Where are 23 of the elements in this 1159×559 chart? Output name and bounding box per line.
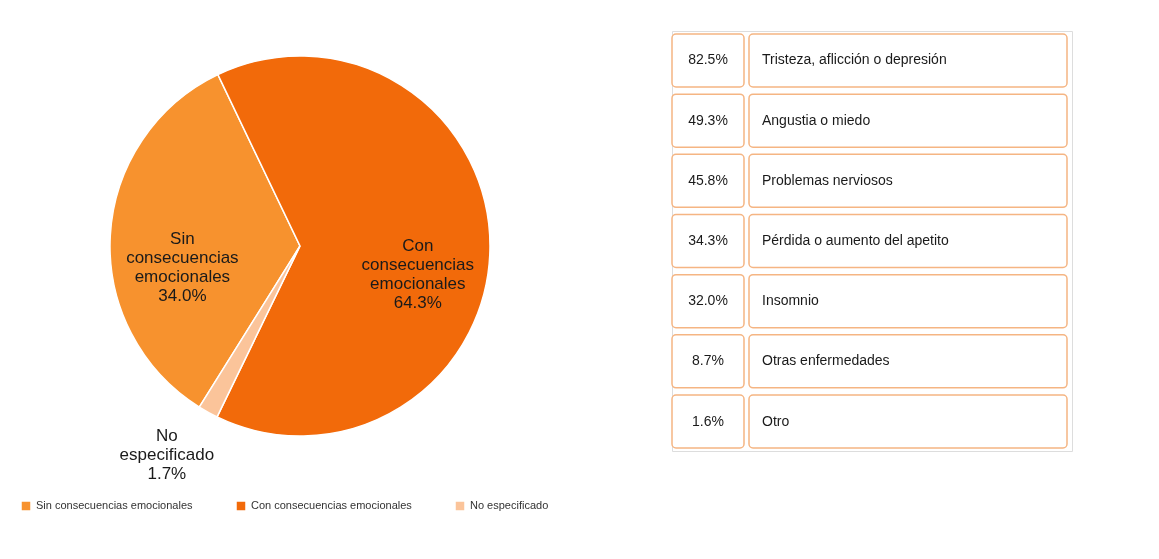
data-label: 32.0% [688,292,728,309]
data-label: 34.3% [688,232,728,248]
data-label: 82.5% [688,51,728,68]
category-label: Problemas nerviosos [762,171,893,188]
data-label: 49.3% [688,111,728,128]
data-label: 1.6% [692,412,724,429]
legend-label: No especificado [470,499,549,511]
data-label: 45.8% [688,171,728,188]
data-label: 34.0% [158,286,207,306]
category-label: Tristeza, aflicción o depresión [762,51,947,68]
category-label: Otras enfermedades [762,352,890,369]
legend-label: Con consecuencias emocionales [251,499,413,511]
legend-label: Sin consecuencias emocionales [36,499,194,511]
slice-label: Con consecuencias emocionales [361,236,475,294]
category-label: Pérdida o aumento del apetito [762,232,950,248]
data-label: 64.3% [393,293,442,313]
slice-label: No especificado [119,425,215,464]
data-label: 1.7% [147,463,187,483]
category-label: Angustia o miedo [762,111,871,128]
slice-label: Sin consecuencias emocionales [126,229,239,287]
data-label: 8.7% [692,352,724,369]
category-label: Insomnio [762,292,820,309]
category-label: Otro [762,412,790,429]
